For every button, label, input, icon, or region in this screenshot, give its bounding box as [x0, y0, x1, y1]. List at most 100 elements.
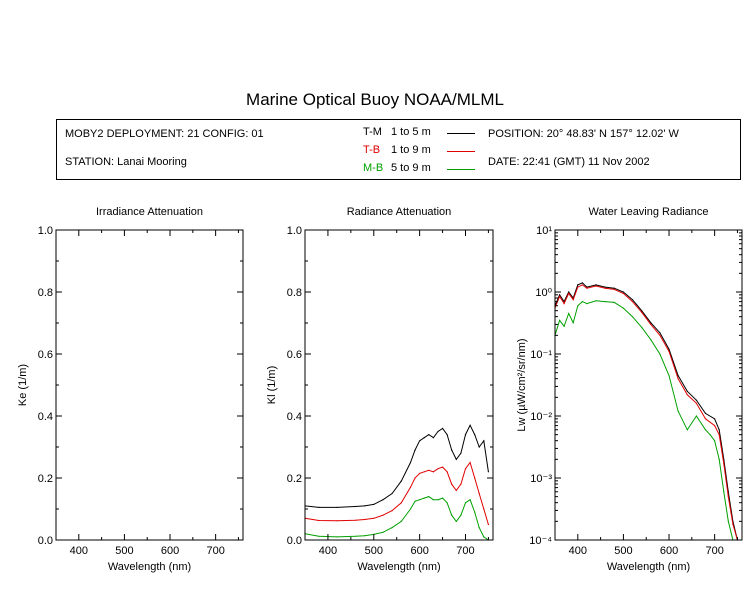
x-tick-label-2: 500 — [365, 545, 383, 557]
data-point-2-m-b — [414, 500, 416, 502]
legend-code-tb: T-B — [363, 144, 381, 156]
data-point-2-t-m — [483, 440, 485, 442]
data-point-3-t-m — [704, 412, 707, 414]
data-point-2-t-m — [400, 480, 402, 482]
data-point-2-t-m — [487, 471, 489, 473]
data-point-3-t-b — [686, 394, 688, 396]
data-point-3-t-b — [718, 434, 720, 436]
legend-code-tm: T-M — [363, 126, 382, 138]
data-point-3-m-b — [563, 325, 565, 327]
data-point-2-t-b — [469, 461, 471, 464]
data-point-3-t-m — [650, 322, 652, 324]
data-point-2-t-m — [318, 506, 320, 508]
y-tick-label-2: 0.2 — [287, 473, 302, 485]
data-point-3-t-b — [604, 287, 606, 289]
data-point-3-m-b — [604, 301, 606, 303]
y-tick-label-3: 10¹ — [536, 225, 552, 237]
x-axis-label-2: Wavelength (nm) — [357, 561, 440, 573]
legend-code-mb: M-B — [363, 162, 384, 174]
legend-swatch-tb — [447, 151, 475, 152]
data-point-2-m-b — [382, 531, 384, 533]
data-point-2-t-b — [487, 523, 489, 526]
series-line-3-t-m — [554, 282, 738, 541]
data-point-3-m-b — [572, 322, 574, 324]
data-point-2-t-b — [455, 489, 457, 491]
data-point-2-t-m — [464, 434, 467, 436]
data-point-3-t-b — [732, 523, 734, 525]
x-tick-label-2: 600 — [410, 545, 428, 557]
x-tick-label-2: 400 — [319, 545, 337, 557]
data-point-2-m-b — [432, 499, 434, 501]
data-point-2-m-b — [478, 527, 480, 529]
y-tick-label-1: 1.0 — [38, 225, 53, 237]
y-axis-label-1: Ke (1/m) — [17, 364, 29, 406]
x-axis-label-1: Wavelength (nm) — [108, 561, 191, 573]
data-point-2-t-b — [423, 471, 425, 473]
data-point-3-t-m — [659, 332, 661, 334]
data-point-3-t-b — [586, 287, 588, 289]
x-tick-label-3: 500 — [614, 545, 632, 557]
data-point-3-t-m — [714, 418, 716, 420]
data-point-3-m-b — [686, 429, 688, 431]
data-point-3-m-b — [695, 415, 698, 417]
data-point-3-t-b — [723, 463, 725, 465]
data-point-2-t-m — [437, 430, 439, 433]
data-point-2-m-b — [464, 502, 467, 504]
data-point-3-m-b — [559, 319, 561, 321]
y-tick-label-3: 10⁻² — [530, 411, 552, 423]
data-point-2-t-b — [442, 466, 444, 468]
y-axis-label-3: Lw (µW/cm²/sr/nm) — [516, 338, 528, 431]
x-axis-label-3: Wavelength (nm) — [607, 561, 690, 573]
data-point-3-t-b — [595, 285, 597, 287]
series-line-3-t-b — [554, 284, 738, 541]
data-point-3-m-b — [714, 440, 716, 442]
data-point-2-t-b — [373, 517, 375, 519]
plot-frame-1 — [55, 229, 244, 541]
data-point-2-t-b — [364, 518, 366, 521]
data-point-3-m-b — [622, 307, 625, 309]
data-point-2-t-m — [446, 434, 448, 436]
data-point-3-t-b — [622, 292, 625, 294]
x-tick-label-3: 400 — [569, 545, 587, 557]
data-point-3-m-b — [709, 434, 711, 436]
data-point-2-t-b — [437, 468, 439, 470]
data-point-2-t-m — [336, 506, 338, 508]
data-point-3-t-b — [714, 425, 716, 427]
y-tick-label-1: 0.8 — [38, 287, 53, 299]
data-point-2-m-b — [318, 535, 320, 537]
data-point-3-t-m — [577, 284, 579, 286]
data-point-2-t-m — [469, 424, 471, 426]
data-point-2-t-m — [478, 446, 480, 448]
data-point-3-t-m — [631, 299, 634, 301]
data-point-2-t-b — [478, 492, 480, 495]
data-point-2-t-b — [432, 471, 434, 473]
data-point-3-t-b — [568, 292, 570, 294]
data-point-2-m-b — [419, 499, 421, 501]
data-point-3-m-b — [659, 353, 661, 355]
legend-range-tm: 1 to 5 m — [391, 126, 431, 138]
data-point-3-m-b — [613, 301, 615, 303]
data-point-3-m-b — [677, 410, 679, 412]
y-tick-label-2: 1.0 — [287, 225, 302, 237]
y-tick-label-3: 10⁻³ — [530, 473, 552, 485]
x-tick-label-2: 700 — [456, 545, 474, 557]
deployment-text: MOBY2 DEPLOYMENT: 21 CONFIG: 01 — [65, 128, 264, 140]
data-point-3-t-b — [559, 295, 561, 297]
data-point-3-t-m — [718, 429, 720, 431]
legend-range-tb: 1 to 9 m — [391, 144, 431, 156]
data-point-2-t-m — [409, 461, 412, 464]
y-tick-label-1: 0.4 — [38, 411, 53, 423]
date-text: DATE: 22:41 (GMT) 11 Nov 2002 — [488, 156, 650, 168]
data-point-2-t-m — [428, 434, 430, 436]
data-point-2-t-b — [419, 472, 421, 474]
data-point-2-m-b — [409, 508, 412, 510]
x-tick-label-1: 600 — [161, 545, 179, 557]
data-point-2-m-b — [400, 520, 402, 523]
y-tick-label-3: 10⁻⁴ — [529, 535, 552, 547]
series-line-3-m-b — [554, 300, 734, 541]
data-point-2-t-m — [423, 437, 425, 439]
data-point-3-m-b — [723, 491, 725, 493]
data-point-3-t-b — [563, 303, 565, 305]
data-point-2-m-b — [474, 511, 476, 513]
station-text: STATION: Lanai Mooring — [65, 156, 187, 168]
